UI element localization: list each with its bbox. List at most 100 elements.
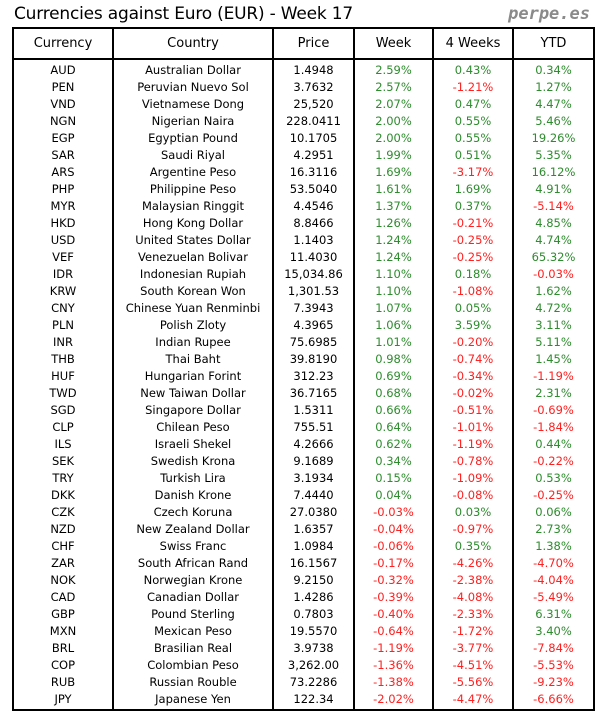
currency-code: THB bbox=[12, 351, 114, 368]
country-name: Pound Sterling bbox=[112, 606, 274, 623]
week-change: 0.68% bbox=[353, 385, 434, 402]
price: 53.5040 bbox=[272, 181, 355, 198]
table-row: MXN Mexican Peso 19.5570 -0.64% -1.72% 3.40% bbox=[12, 623, 595, 640]
four-week-change: 0.37% bbox=[432, 198, 514, 215]
four-week-change: -2.33% bbox=[432, 606, 514, 623]
country-name: New Zealand Dollar bbox=[112, 521, 274, 538]
price: 25,520 bbox=[272, 96, 355, 113]
table-row: ARS Argentine Peso 16.3116 1.69% -3.17% 16.12… bbox=[12, 164, 595, 181]
currency-code: VEF bbox=[12, 249, 114, 266]
ytd-change: 5.46% bbox=[512, 113, 595, 130]
four-week-change: -0.97% bbox=[432, 521, 514, 538]
ytd-change: -6.66% bbox=[512, 691, 595, 710]
four-week-change: -1.01% bbox=[432, 419, 514, 436]
country-name: South Korean Won bbox=[112, 283, 274, 300]
price: 4.4546 bbox=[272, 198, 355, 215]
country-name: Malaysian Ringgit bbox=[112, 198, 274, 215]
currency-code: USD bbox=[12, 232, 114, 249]
price: 7.4440 bbox=[272, 487, 355, 504]
currency-code: BRL bbox=[12, 640, 114, 657]
four-week-change: -4.26% bbox=[432, 555, 514, 572]
currency-code: AUD bbox=[12, 59, 114, 79]
currency-code: ARS bbox=[12, 164, 114, 181]
four-week-change: -0.78% bbox=[432, 453, 514, 470]
table-row: ZAR South African Rand 16.1567 -0.17% -4.26%… bbox=[12, 555, 595, 572]
four-week-change: 0.35% bbox=[432, 538, 514, 555]
price: 1.4948 bbox=[272, 59, 355, 79]
country-name: Peruvian Nuevo Sol bbox=[112, 79, 274, 96]
four-week-change: -3.17% bbox=[432, 164, 514, 181]
currency-code: SAR bbox=[12, 147, 114, 164]
currency-table: Currency Country Price Week 4 Weeks YTD … bbox=[12, 27, 595, 711]
ytd-change: 3.40% bbox=[512, 623, 595, 640]
country-name: Indian Rupee bbox=[112, 334, 274, 351]
currency-code: ZAR bbox=[12, 555, 114, 572]
country-name: Turkish Lira bbox=[112, 470, 274, 487]
country-name: Chinese Yuan Renminbi bbox=[112, 300, 274, 317]
table-row: ILS Israeli Shekel 4.2666 0.62% -1.19% 0.44% bbox=[12, 436, 595, 453]
ytd-change: -5.53% bbox=[512, 657, 595, 674]
week-change: 1.37% bbox=[353, 198, 434, 215]
table-row: VEF Venezuelan Bolivar 11.4030 1.24% -0.25% 6… bbox=[12, 249, 595, 266]
week-change: 1.99% bbox=[353, 147, 434, 164]
currency-code: CZK bbox=[12, 504, 114, 521]
four-week-change: 0.05% bbox=[432, 300, 514, 317]
table-row: JPY Japanese Yen 122.34 -2.02% -4.47% -6.66% bbox=[12, 691, 595, 710]
price: 1.1403 bbox=[272, 232, 355, 249]
header-week: Week bbox=[353, 27, 434, 60]
country-name: Norwegian Krone bbox=[112, 572, 274, 589]
week-change: 0.62% bbox=[353, 436, 434, 453]
table-row: CNY Chinese Yuan Renminbi 7.3943 1.07% 0.05%… bbox=[12, 300, 595, 317]
country-name: Israeli Shekel bbox=[112, 436, 274, 453]
ytd-change: -5.14% bbox=[512, 198, 595, 215]
week-change: 0.34% bbox=[353, 453, 434, 470]
week-change: 1.24% bbox=[353, 249, 434, 266]
price: 16.3116 bbox=[272, 164, 355, 181]
country-name: Argentine Peso bbox=[112, 164, 274, 181]
currency-code: NZD bbox=[12, 521, 114, 538]
price: 3.1934 bbox=[272, 470, 355, 487]
week-change: -0.32% bbox=[353, 572, 434, 589]
table-row: USD United States Dollar 1.1403 1.24% -0.25%… bbox=[12, 232, 595, 249]
country-name: Mexican Peso bbox=[112, 623, 274, 640]
currency-code: VND bbox=[12, 96, 114, 113]
currency-code: IDR bbox=[12, 266, 114, 283]
four-week-change: -5.56% bbox=[432, 674, 514, 691]
ytd-change: -1.19% bbox=[512, 368, 595, 385]
table-row: PHP Philippine Peso 53.5040 1.61% 1.69% 4.91% bbox=[12, 181, 595, 198]
four-week-change: -0.02% bbox=[432, 385, 514, 402]
ytd-change: 19.26% bbox=[512, 130, 595, 147]
price: 11.4030 bbox=[272, 249, 355, 266]
four-week-change: -2.38% bbox=[432, 572, 514, 589]
four-week-change: -4.08% bbox=[432, 589, 514, 606]
ytd-change: 1.27% bbox=[512, 79, 595, 96]
currency-code: JPY bbox=[12, 691, 114, 710]
four-week-change: 0.43% bbox=[432, 59, 514, 79]
week-change: -1.19% bbox=[353, 640, 434, 657]
price: 312.23 bbox=[272, 368, 355, 385]
table-row: SAR Saudi Riyal 4.2951 1.99% 0.51% 5.35% bbox=[12, 147, 595, 164]
table-row: TRY Turkish Lira 3.1934 0.15% -1.09% 0.53% bbox=[12, 470, 595, 487]
ytd-change: 16.12% bbox=[512, 164, 595, 181]
week-change: 1.24% bbox=[353, 232, 434, 249]
country-name: Venezuelan Bolivar bbox=[112, 249, 274, 266]
currency-code: PEN bbox=[12, 79, 114, 96]
four-week-change: -4.51% bbox=[432, 657, 514, 674]
country-name: Philippine Peso bbox=[112, 181, 274, 198]
price: 0.7803 bbox=[272, 606, 355, 623]
ytd-change: 65.32% bbox=[512, 249, 595, 266]
price: 228.0411 bbox=[272, 113, 355, 130]
price: 9.2150 bbox=[272, 572, 355, 589]
header-row: Currency Country Price Week 4 Weeks YTD bbox=[12, 27, 595, 60]
ytd-change: 0.53% bbox=[512, 470, 595, 487]
price: 755.51 bbox=[272, 419, 355, 436]
week-change: 2.00% bbox=[353, 113, 434, 130]
header-4-weeks: 4 Weeks bbox=[432, 27, 514, 60]
table-row: CZK Czech Koruna 27.0380 -0.03% 0.03% 0.06% bbox=[12, 504, 595, 521]
week-change: -0.04% bbox=[353, 521, 434, 538]
currency-code: NGN bbox=[12, 113, 114, 130]
week-change: 0.69% bbox=[353, 368, 434, 385]
price: 8.8466 bbox=[272, 215, 355, 232]
four-week-change: -0.25% bbox=[432, 232, 514, 249]
ytd-change: -0.69% bbox=[512, 402, 595, 419]
